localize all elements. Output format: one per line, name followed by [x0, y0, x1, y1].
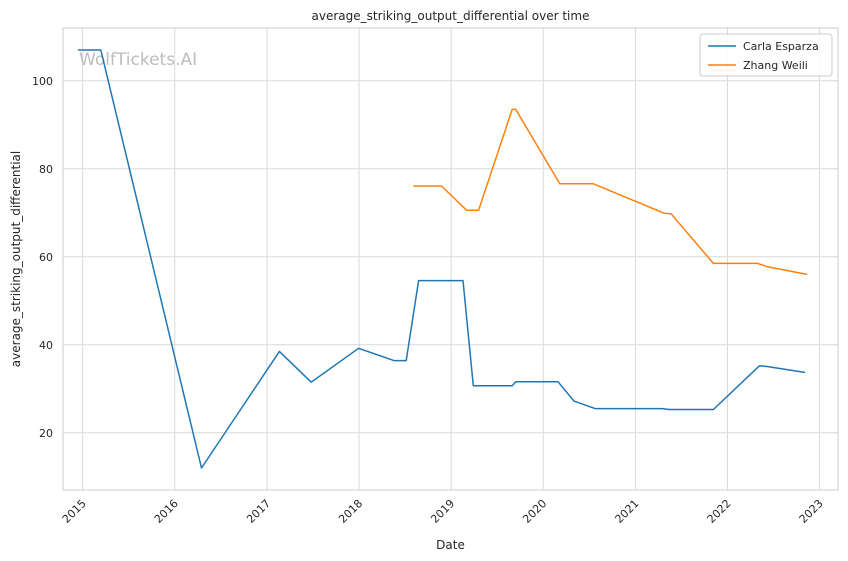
grid [63, 28, 838, 490]
series-lines [77, 49, 808, 469]
x-tick-labels: 2015 2016 2017 2018 2019 2020 2021 2022 2023 [60, 497, 826, 526]
y-tick-label: 40 [39, 339, 53, 352]
x-tick-label: 2023 [797, 497, 826, 526]
y-axis-title: average_striking_output_differential [9, 151, 23, 367]
watermark: WolfTickets.AI [79, 50, 197, 70]
x-tick-label: 2017 [244, 497, 273, 526]
series-line-1 [413, 108, 808, 276]
legend: Carla Esparza Zhang Weili [699, 33, 833, 77]
x-tick-label: 2022 [705, 497, 734, 526]
x-axis-title: Date [436, 538, 465, 552]
y-tick-label: 100 [32, 75, 53, 88]
x-tick-label: 2020 [520, 497, 549, 526]
y-tick-label: 60 [39, 251, 53, 264]
x-tick-label: 2021 [613, 497, 642, 526]
y-tick-label: 80 [39, 163, 53, 176]
legend-label-0: Carla Esparza [743, 40, 819, 53]
chart-title: average_striking_output_differential ove… [312, 9, 590, 23]
series-line-0 [77, 49, 806, 469]
x-tick-label: 2016 [152, 497, 181, 526]
x-tick-label: 2018 [336, 497, 365, 526]
y-tick-labels: 20 40 60 80 100 [32, 75, 53, 440]
x-tick-label: 2015 [60, 497, 89, 526]
legend-label-1: Zhang Weili [743, 59, 808, 72]
x-tick-label: 2019 [428, 497, 457, 526]
y-tick-label: 20 [39, 427, 53, 440]
plot-frame [62, 27, 839, 491]
